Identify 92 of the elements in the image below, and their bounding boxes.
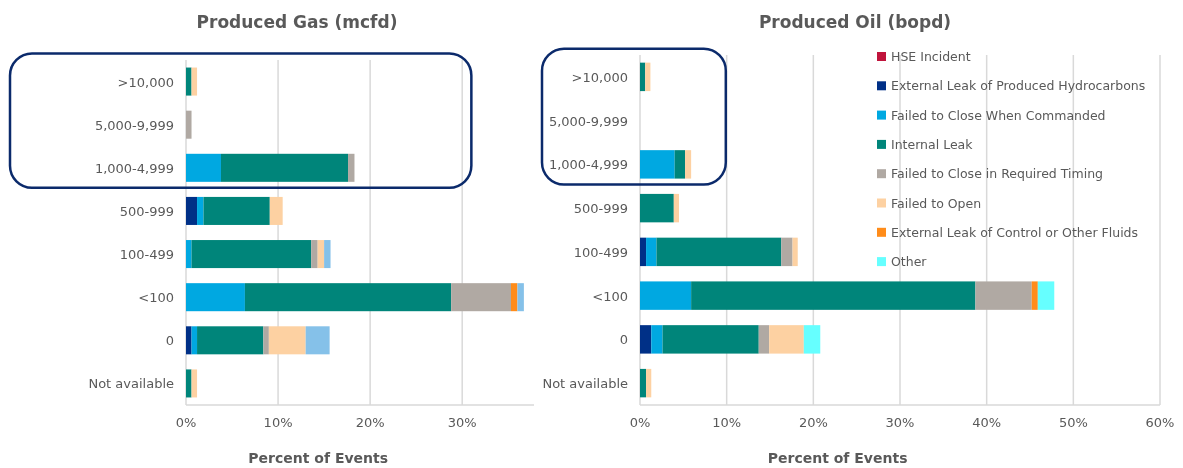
bar <box>186 283 245 312</box>
bar <box>197 326 264 355</box>
legend-label: Internal Leak <box>891 136 974 152</box>
y-tick-label: 5,000-9,999 <box>94 117 174 133</box>
chart-title: Produced Oil (bopd) <box>758 12 952 32</box>
y-tick-label: <100 <box>592 288 628 304</box>
y-tick-label: 1,000-4,999 <box>94 160 174 176</box>
bar <box>640 193 674 223</box>
bar <box>220 153 349 182</box>
bar <box>975 281 1032 310</box>
bar <box>244 283 452 312</box>
bar <box>186 326 192 355</box>
bar <box>510 283 518 312</box>
bar <box>311 240 318 269</box>
bar <box>305 326 330 355</box>
bar <box>792 237 798 267</box>
bar <box>640 150 675 179</box>
x-tick-label: 30% <box>885 415 915 430</box>
x-axis-title: Percent of Events <box>248 450 389 466</box>
y-tick-label: 100-499 <box>573 244 628 260</box>
bar <box>203 196 270 225</box>
bar <box>673 193 679 223</box>
x-tick-label: 30% <box>447 415 477 430</box>
chart-title: Produced Gas (mcfd) <box>196 12 398 32</box>
bar <box>640 325 652 354</box>
x-axis-title: Percent of Events <box>767 450 908 466</box>
bar <box>646 368 652 398</box>
x-tick-label: 40% <box>972 415 1002 430</box>
legend-label: HSE Incident <box>891 49 971 64</box>
y-tick-label: Not available <box>88 376 174 392</box>
legend-label: External Leak of Produced Hydrocarbons <box>891 78 1146 94</box>
bar <box>186 110 192 139</box>
legend-label: External Leak of Control or Other Fluids <box>891 224 1139 240</box>
bar <box>186 67 192 96</box>
bar <box>186 153 221 182</box>
bar <box>685 150 692 179</box>
bar <box>324 240 331 269</box>
bar <box>191 67 198 96</box>
bar <box>781 237 793 267</box>
x-tick-label: 50% <box>1058 415 1088 430</box>
bar <box>1037 281 1055 310</box>
bar <box>517 283 524 312</box>
bar <box>191 240 312 269</box>
bar <box>691 281 976 310</box>
bar <box>651 325 663 354</box>
bar <box>191 326 198 355</box>
bar <box>645 62 651 92</box>
legend-label: Other <box>891 254 928 270</box>
y-tick-label: 5,000-9,999 <box>548 113 628 129</box>
bar <box>186 196 198 225</box>
x-tick-label: 0% <box>629 415 651 430</box>
bar <box>263 326 269 355</box>
y-tick-label: 500-999 <box>573 201 628 217</box>
x-tick-label: 20% <box>355 415 385 430</box>
x-tick-label: 20% <box>798 415 828 430</box>
x-tick-label: 10% <box>263 415 293 430</box>
bar <box>803 325 821 354</box>
y-tick-label: 1,000-4,999 <box>548 157 628 173</box>
bar <box>317 240 325 269</box>
bar <box>662 325 759 354</box>
bar <box>640 62 646 92</box>
y-tick-label: 0 <box>165 333 174 349</box>
bar <box>197 196 204 225</box>
bar <box>186 240 192 269</box>
bar <box>186 369 192 398</box>
y-tick-label: >10,000 <box>571 69 628 85</box>
bar <box>1031 281 1038 310</box>
bar <box>191 369 198 398</box>
bar <box>674 150 686 179</box>
bar <box>769 325 804 354</box>
bar <box>656 237 782 267</box>
y-tick-label: >10,000 <box>117 74 174 90</box>
y-tick-label: Not available <box>542 376 628 392</box>
x-tick-label: 60% <box>1145 415 1175 430</box>
bar <box>646 237 657 267</box>
x-tick-label: 10% <box>712 415 742 430</box>
legend-label: Failed to Open <box>891 195 982 211</box>
bar <box>640 237 647 267</box>
bar <box>640 281 692 310</box>
bar <box>640 368 647 398</box>
y-tick-label: 0 <box>619 332 628 348</box>
bar <box>451 283 511 312</box>
y-tick-label: 500-999 <box>119 203 174 219</box>
legend-label: Failed to Close When Commanded <box>891 107 1106 123</box>
y-tick-label: 100-499 <box>119 247 174 263</box>
bar <box>758 325 770 354</box>
legend-label: Failed to Close in Required Timing <box>891 166 1103 182</box>
bar <box>269 196 283 225</box>
bar <box>348 153 355 182</box>
bar <box>268 326 306 355</box>
x-tick-label: 0% <box>175 415 197 430</box>
y-tick-label: <100 <box>138 290 174 306</box>
